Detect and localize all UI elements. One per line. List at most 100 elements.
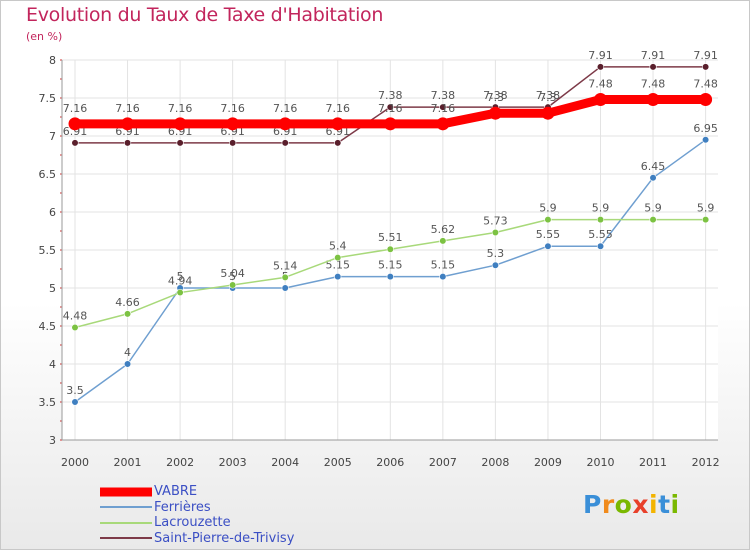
chart-subtitle: (en %)	[26, 30, 63, 43]
data-point-saint-pierre-de-trivisy	[334, 139, 342, 147]
data-label-ferri-res: 5.15	[326, 259, 351, 272]
data-point-lacrouzette	[334, 254, 342, 262]
data-label-ferri-res: 5.55	[588, 228, 613, 241]
x-tick-label: 2011	[639, 456, 667, 469]
data-point-ferri-res	[334, 273, 342, 281]
data-label-lacrouzette: 4.94	[168, 275, 193, 288]
data-point-lacrouzette	[596, 216, 605, 224]
data-label-lacrouzette: 5.9	[697, 202, 715, 215]
data-label-vabre: 7.16	[115, 102, 140, 115]
legend-swatch-lacrouzette	[100, 521, 152, 524]
data-label-vabre: 7.48	[588, 78, 613, 91]
data-point-lacrouzette	[439, 237, 447, 245]
x-tick-label: 2003	[219, 456, 247, 469]
y-tick-label: 6	[49, 206, 56, 219]
x-tick-label: 2004	[271, 456, 299, 469]
data-point-lacrouzette	[281, 273, 289, 281]
data-label-ferri-res: 5.3	[487, 247, 505, 260]
legend: VABRE Ferrières Lacrouzette Saint-Pierre…	[100, 484, 340, 546]
x-tick-label: 2005	[324, 456, 352, 469]
data-label-lacrouzette: 5.4	[329, 240, 347, 253]
data-point-saint-pierre-de-trivisy	[176, 139, 184, 147]
legend-item-saint-pierre: Saint-Pierre-de-Trivisy	[100, 531, 340, 547]
y-tick-label: 5	[49, 282, 56, 295]
data-point-ferri-res	[281, 284, 289, 292]
data-point-vabre	[541, 106, 555, 120]
data-label-lacrouzette: 5.9	[539, 202, 557, 215]
data-label-lacrouzette: 5.73	[483, 215, 508, 228]
proxiti-logo: Proxiti	[583, 490, 680, 519]
data-point-vabre	[594, 93, 607, 107]
data-label-vabre: 7.16	[378, 102, 403, 115]
legend-label-vabre: VABRE	[154, 484, 198, 500]
data-label-ferri-res: 5.55	[536, 228, 561, 241]
data-label-vabre: 7.3	[539, 91, 557, 104]
data-point-lacrouzette	[176, 288, 184, 297]
data-point-saint-pierre-de-trivisy	[123, 139, 132, 147]
legend-item-vabre: VABRE	[100, 484, 340, 500]
y-tick-label: 6.5	[39, 168, 57, 181]
legend-label-ferrieres: Ferrières	[154, 499, 211, 515]
y-tick-label: 3.5	[39, 396, 57, 409]
x-tick-label: 2012	[692, 456, 720, 469]
data-point-saint-pierre-de-trivisy	[439, 103, 447, 111]
data-point-vabre	[436, 117, 450, 131]
logo-letter: t	[658, 490, 671, 519]
data-label-vabre: 7.16	[168, 102, 193, 115]
data-point-ferri-res	[71, 398, 79, 406]
data-point-vabre	[173, 117, 187, 131]
data-point-lacrouzette	[123, 310, 132, 318]
x-tick-label: 2006	[376, 456, 404, 469]
y-tick-label: 7	[49, 130, 56, 143]
data-point-ferri-res	[491, 261, 500, 269]
chart-title: Evolution du Taux de Taxe d'Habitation	[26, 4, 384, 26]
data-label-vabre: 7.3	[487, 91, 505, 104]
y-tick-label: 3	[49, 434, 56, 447]
legend-item-ferrieres: Ferrières	[100, 500, 340, 516]
data-label-ferri-res: 5.15	[431, 259, 456, 272]
data-label-lacrouzette: 5.14	[273, 259, 298, 272]
data-label-lacrouzette: 5.51	[378, 231, 403, 244]
data-point-vabre	[488, 106, 502, 120]
data-point-vabre	[383, 117, 397, 131]
data-label-ferri-res: 3.5	[66, 384, 84, 397]
data-point-ferri-res	[439, 273, 447, 281]
data-label-ferri-res: 6.95	[693, 122, 718, 135]
data-point-vabre	[646, 93, 660, 107]
data-point-lacrouzette	[71, 323, 79, 332]
data-point-ferri-res	[386, 273, 394, 281]
data-label-lacrouzette: 5.9	[592, 202, 610, 215]
data-point-ferri-res	[596, 242, 605, 250]
data-point-vabre	[226, 117, 240, 131]
data-label-ferri-res: 5	[229, 270, 236, 283]
data-point-lacrouzette	[229, 281, 237, 289]
logo-letter: P	[583, 490, 602, 519]
data-point-saint-pierre-de-trivisy	[281, 139, 289, 147]
data-label-lacrouzette: 5.04	[220, 267, 245, 280]
data-point-lacrouzette	[491, 228, 500, 237]
data-label-saint-pierre-de-trivisy: 7.38	[536, 89, 561, 102]
legend-swatch-saint-pierre	[100, 537, 152, 540]
data-label-saint-pierre-de-trivisy: 7.38	[378, 89, 403, 102]
data-label-lacrouzette: 5.62	[431, 223, 456, 236]
data-point-ferri-res	[701, 136, 710, 144]
legend-label-lacrouzette: Lacrouzette	[154, 515, 231, 531]
data-point-vabre	[68, 117, 82, 131]
data-label-ferri-res: 6.45	[641, 160, 666, 173]
data-label-saint-pierre-de-trivisy: 7.38	[483, 89, 508, 102]
logo-letter: x	[632, 490, 649, 519]
x-tick-label: 2010	[587, 456, 615, 469]
data-label-lacrouzette: 5.9	[644, 202, 662, 215]
logo-letter: i	[649, 490, 659, 519]
legend-item-lacrouzette: Lacrouzette	[100, 515, 340, 531]
data-point-vabre	[121, 117, 135, 131]
logo-letter: r	[601, 490, 615, 519]
x-tick-label: 2001	[114, 456, 142, 469]
data-label-lacrouzette: 4.48	[63, 310, 88, 323]
data-label-ferri-res: 5.15	[378, 259, 403, 272]
y-tick-label: 5.5	[39, 244, 57, 257]
legend-swatch-vabre	[100, 487, 152, 497]
data-label-vabre: 7.48	[693, 78, 718, 91]
data-label-vabre: 7.16	[273, 102, 298, 115]
